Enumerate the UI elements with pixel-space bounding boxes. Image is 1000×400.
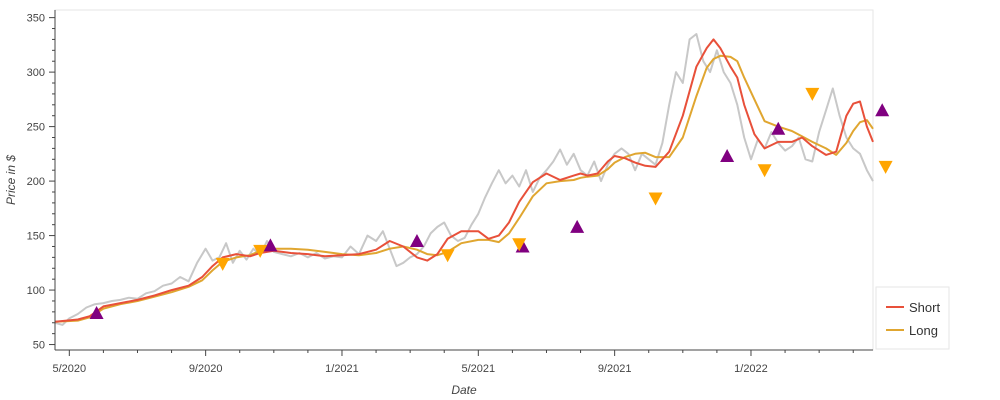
buy-marker-4 [570, 219, 585, 233]
x-tick-label-2: 1/2021 [325, 363, 359, 375]
sell-marker-1 [253, 244, 268, 258]
price-layer [54, 33, 874, 326]
y-tick-label-0: 50 [33, 340, 45, 352]
buy-marker-6 [771, 121, 786, 135]
series-line-short [54, 38, 874, 323]
sell-marker-5 [757, 164, 772, 178]
axis-layer: 50 100 150 200 250 300 350 5/2020 9/2020 1/2021 5/… [27, 10, 873, 375]
legend-label-long: Long [909, 323, 938, 338]
x-tick-label-3: 5/2021 [461, 363, 495, 375]
legend: Short Long [875, 286, 950, 350]
buy-marker-1 [263, 238, 278, 252]
buy-marker-2 [409, 234, 424, 248]
y-tick-label-6: 350 [27, 13, 45, 25]
sell-marker-7 [878, 160, 893, 174]
y-tick-label-2: 150 [27, 231, 45, 243]
x-tick-label-4: 9/2021 [598, 363, 632, 375]
legend-box [875, 286, 950, 350]
buy-marker-5 [720, 149, 735, 163]
y-axis-label: Price in $ [4, 155, 18, 205]
x-tick-label-1: 9/2020 [189, 363, 223, 375]
buy-marker-7 [875, 103, 890, 117]
buy-marker-0 [89, 305, 104, 319]
x-tick-label-0: 5/2020 [52, 363, 86, 375]
x-tick-label-5: 1/2022 [734, 363, 768, 375]
price-line [54, 33, 874, 326]
y-tick-label-1: 100 [27, 285, 45, 297]
legend-label-short: Short [909, 300, 940, 315]
sell-marker-3 [512, 238, 527, 252]
plot-area [54, 9, 874, 351]
sell-marker-0 [215, 257, 230, 271]
y-tick-label-5: 300 [27, 67, 45, 79]
y-tick-label-4: 250 [27, 122, 45, 134]
marker-layer [89, 87, 893, 319]
sell-marker-2 [440, 249, 455, 263]
x-axis-label: Date [451, 383, 477, 397]
sell-marker-6 [805, 87, 820, 101]
sell-marker-4 [648, 192, 663, 206]
y-tick-label-3: 200 [27, 176, 45, 188]
